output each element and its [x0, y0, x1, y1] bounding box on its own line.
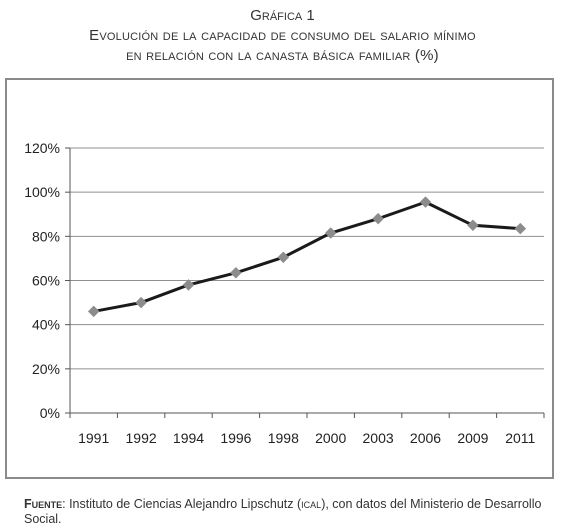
- x-tick-label-1991: 1991: [78, 430, 109, 446]
- data-point-2003: [372, 212, 384, 225]
- data-point-1994: [182, 279, 195, 291]
- line-chart: 0%20%40%60%80%100%120% 1991 1992 1994 1996 1…: [24, 140, 545, 446]
- series-line-0: [93, 200, 521, 313]
- data-point-2009: [467, 219, 479, 232]
- axes: [65, 147, 545, 418]
- y-tick-label: 120%: [24, 140, 60, 156]
- series-line: [93, 200, 521, 313]
- x-tick-labels: 1991 1992 1994 1996 1998 2000 2003 2006 2009 2011: [78, 430, 535, 446]
- data-point-1998: [277, 251, 290, 264]
- data-point-2000: [324, 227, 337, 239]
- x-tick-label-2000: 2000: [315, 430, 346, 446]
- x-tick-label-1992: 1992: [126, 430, 157, 446]
- y-tick-labels: 0% 20% 40% 60% 80% 100% 120%: [24, 140, 60, 421]
- data-point-2011: [514, 222, 527, 235]
- chart-frame: 0% 20% 40% 60% 80% 100% 120% 1991 1992 1994 1996 1…: [5, 78, 554, 479]
- source-note: Fuente: Instituto de Ciencias Alejandro …: [24, 497, 554, 527]
- gridlines: [70, 147, 544, 370]
- data-markers: [87, 196, 527, 318]
- x-tick-label-1994: 1994: [173, 430, 204, 446]
- x-tick-label-2003: 2003: [363, 430, 394, 446]
- chart-title-line-1: Evolución de la capacidad de consumo del…: [89, 27, 476, 44]
- x-tick-label-2009: 2009: [457, 430, 488, 446]
- source-text-after: ), con datos del Ministerio de Desarroll…: [24, 497, 542, 526]
- source-text-before: : Instituto de Ciencias Alejandro Lipsch…: [62, 497, 302, 511]
- y-tick-label: 80%: [32, 228, 60, 244]
- x-tick-label-1996: 1996: [220, 430, 251, 446]
- source-label: Fuente: [24, 497, 63, 511]
- data-point-2006: [419, 196, 432, 208]
- y-tick-label: 100%: [24, 184, 60, 200]
- data-point-1991: [87, 305, 100, 318]
- x-tick-label-2006: 2006: [410, 430, 441, 446]
- data-point-1992: [135, 296, 147, 309]
- y-tick-label: 20%: [32, 361, 60, 377]
- source-acronym: ical: [301, 497, 322, 511]
- y-tick-label: 40%: [32, 317, 60, 333]
- data-point-1996: [230, 266, 242, 279]
- chart-heading: Gráfica 1 Evolución de la capacidad de c…: [0, 6, 565, 66]
- y-tick-label: 0%: [40, 405, 60, 421]
- x-tick-label-2011: 2011: [505, 430, 535, 446]
- y-tick-label: 60%: [32, 273, 60, 289]
- x-tick-label-1998: 1998: [268, 430, 299, 446]
- chart-title-line-2: en relación con la canasta básica famili…: [126, 47, 439, 64]
- figure-number: Gráfica 1: [250, 7, 315, 24]
